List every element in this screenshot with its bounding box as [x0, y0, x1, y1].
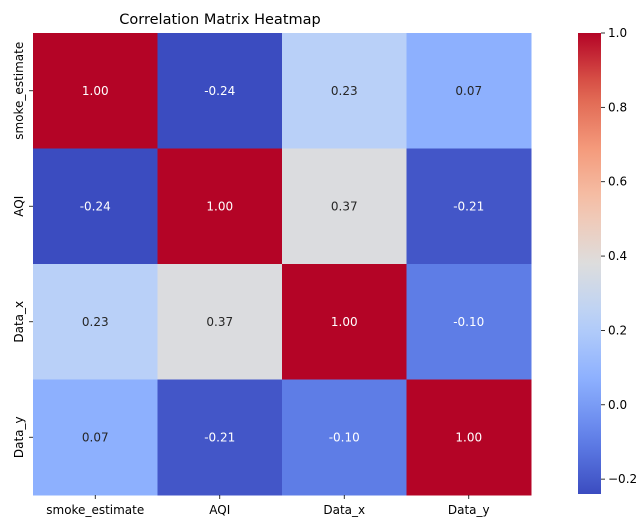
colorbar-tick-label: 0.4	[608, 249, 627, 263]
cell-value-label: 1.00	[455, 430, 482, 444]
x-axis: smoke_estimate AQI Data_x Data_y	[46, 495, 490, 517]
cell-value-label: 0.07	[82, 430, 109, 444]
colorbar-tick-label: 0.6	[608, 175, 627, 189]
colorbar-tick-label: −0.2	[608, 472, 637, 486]
colorbar-axis: −0.2 0.0 0.2 0.4 0.6 0.8 1.0	[601, 26, 637, 486]
cell-value-label: -0.24	[204, 84, 235, 98]
y-tick-label: smoke_estimate	[12, 42, 26, 140]
cell-value-label: 1.00	[82, 84, 109, 98]
heatmap-cell	[282, 148, 407, 265]
cell-value-label: 0.23	[82, 315, 109, 329]
cell-value-label: -0.10	[329, 430, 360, 444]
colorbar-tick-label: 0.8	[608, 100, 627, 114]
cell-value-label: -0.10	[453, 315, 484, 329]
cell-value-label: 0.37	[206, 315, 233, 329]
colorbar	[578, 33, 601, 494]
heatmap-cell	[33, 264, 158, 380]
x-tick-label: Data_x	[323, 503, 365, 517]
y-tick-label: AQI	[12, 196, 26, 217]
heatmap-cell	[33, 148, 158, 265]
y-tick-label: Data_y	[12, 416, 26, 458]
x-tick-label: smoke_estimate	[46, 503, 144, 517]
y-tick-label: Data_x	[12, 301, 26, 343]
heatmap-cell-labels: 1.00 -0.24 0.23 0.07 -0.24 1.00 0.37 -0.21 0.23 0…	[80, 84, 485, 445]
chart-title: Correlation Matrix Heatmap	[119, 12, 320, 28]
heatmap-cell	[33, 33, 158, 149]
colorbar-tick-label: 1.0	[608, 26, 627, 40]
colorbar-tick-label: 0.0	[608, 398, 627, 412]
cell-value-label: -0.21	[204, 430, 235, 444]
heatmap-cell	[157, 148, 283, 265]
heatmap-cell	[157, 264, 283, 380]
colorbar-tick-label: 0.2	[608, 323, 627, 337]
cell-value-label: 1.00	[206, 199, 233, 213]
cell-value-label: 1.00	[331, 315, 358, 329]
heatmap-cell	[282, 33, 407, 149]
cell-value-label: 0.23	[331, 84, 358, 98]
y-axis: smoke_estimate AQI Data_x Data_y	[12, 42, 33, 458]
heatmap-cell	[282, 264, 407, 380]
heatmap-cell	[406, 379, 532, 496]
heatmap-cell	[406, 148, 532, 265]
x-tick-label: AQI	[209, 503, 230, 517]
cell-value-label: 0.37	[331, 199, 358, 213]
heatmap-cell	[157, 379, 283, 496]
heatmap-cell	[282, 379, 407, 496]
heatmap-cell	[406, 264, 532, 380]
cell-value-label: 0.07	[455, 84, 482, 98]
cell-value-label: -0.24	[80, 199, 111, 213]
heatmap-cell	[33, 379, 158, 496]
heatmap-cells	[33, 33, 532, 496]
heatmap-cell	[406, 33, 532, 149]
heatmap-cell	[157, 33, 283, 149]
x-tick-label: Data_y	[448, 503, 490, 517]
cell-value-label: -0.21	[453, 199, 484, 213]
